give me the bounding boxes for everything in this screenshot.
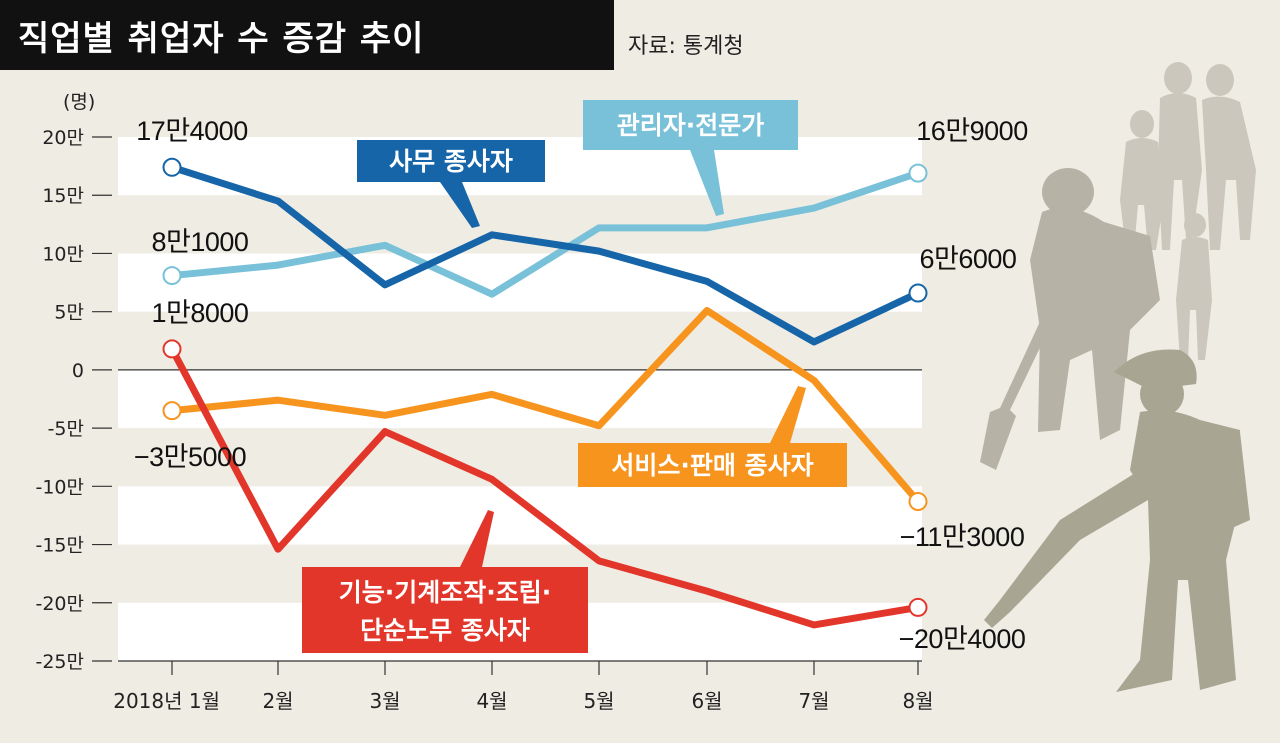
grid-band: [118, 253, 922, 312]
legend-callout-pointer: [460, 510, 494, 567]
series-endpoint-marker: [162, 157, 182, 177]
series-line-2: [168, 307, 922, 505]
y-tick-label: 10만: [42, 243, 84, 265]
x-tick-label: 6월: [691, 689, 722, 713]
legend-callout-box: [302, 567, 588, 653]
data-label: −11만3000: [900, 522, 1025, 552]
y-tick-label: -20만: [35, 593, 84, 615]
series-endpoint-marker: [162, 266, 182, 286]
y-axis-unit: (명): [63, 91, 95, 113]
data-label: −3만5000: [134, 442, 246, 472]
x-tick-label: 7월: [798, 689, 829, 713]
series-line-0: [168, 163, 922, 346]
y-tick-label: -10만: [35, 476, 84, 498]
legend-callout-label: 서비스·판매 종사자: [611, 451, 813, 480]
data-label: 6만6000: [920, 244, 1017, 274]
legend-callout-label: 사무 종사자: [389, 147, 513, 176]
data-label: 17만4000: [136, 116, 247, 146]
series-endpoint-marker: [162, 339, 182, 359]
series-endpoint-marker: [908, 597, 928, 617]
chart-title: 직업별 취업자 수 증감 추이: [0, 0, 614, 70]
x-tick-label: 3월: [369, 689, 400, 713]
grid-band: [118, 486, 922, 545]
legend-callout-label: 관리자·전문가: [617, 111, 765, 140]
series-endpoint-marker: [908, 163, 928, 183]
series-endpoint-marker: [162, 401, 182, 421]
legend-callout-pointer: [690, 150, 724, 216]
y-tick-label: -15만: [35, 535, 84, 557]
data-label: 1만8000: [152, 298, 249, 328]
legend-callout-label: 단순노무 종사자: [360, 616, 530, 645]
legend-callout-box: [583, 100, 798, 150]
x-tick-label: 2월: [262, 689, 293, 713]
data-label: 8만1000: [152, 227, 249, 257]
legend-callout-label: 기능·기계조작·조립·: [339, 578, 552, 607]
legend-callout-pointer: [770, 386, 806, 443]
y-tick-label: -25만: [35, 651, 84, 673]
x-tick-label: 5월: [583, 689, 614, 713]
series-endpoint-marker: [908, 283, 928, 303]
data-label: −20만4000: [899, 624, 1026, 654]
worker-silhouettes-illustration: [980, 62, 1256, 692]
y-tick-label: 0: [72, 360, 84, 382]
x-tick-label: 4월: [476, 689, 507, 713]
y-tick-label: 20만: [42, 127, 84, 149]
x-tick-label: 2018년 1월: [113, 689, 220, 713]
series-line-1: [168, 169, 922, 298]
y-tick-label: 15만: [42, 185, 84, 207]
source-label: 자료: 통계청: [628, 34, 744, 59]
series-endpoint-marker: [908, 491, 928, 511]
x-tick-label: 8월: [902, 689, 933, 713]
y-tick-label: -5만: [48, 418, 84, 440]
series-line-3: [168, 345, 922, 629]
legend-callout-box: [357, 140, 545, 182]
data-label: 16만9000: [916, 116, 1027, 146]
legend-callout-box: [578, 443, 847, 487]
y-tick-label: 5만: [54, 302, 84, 324]
legend-callout-pointer: [440, 182, 480, 228]
